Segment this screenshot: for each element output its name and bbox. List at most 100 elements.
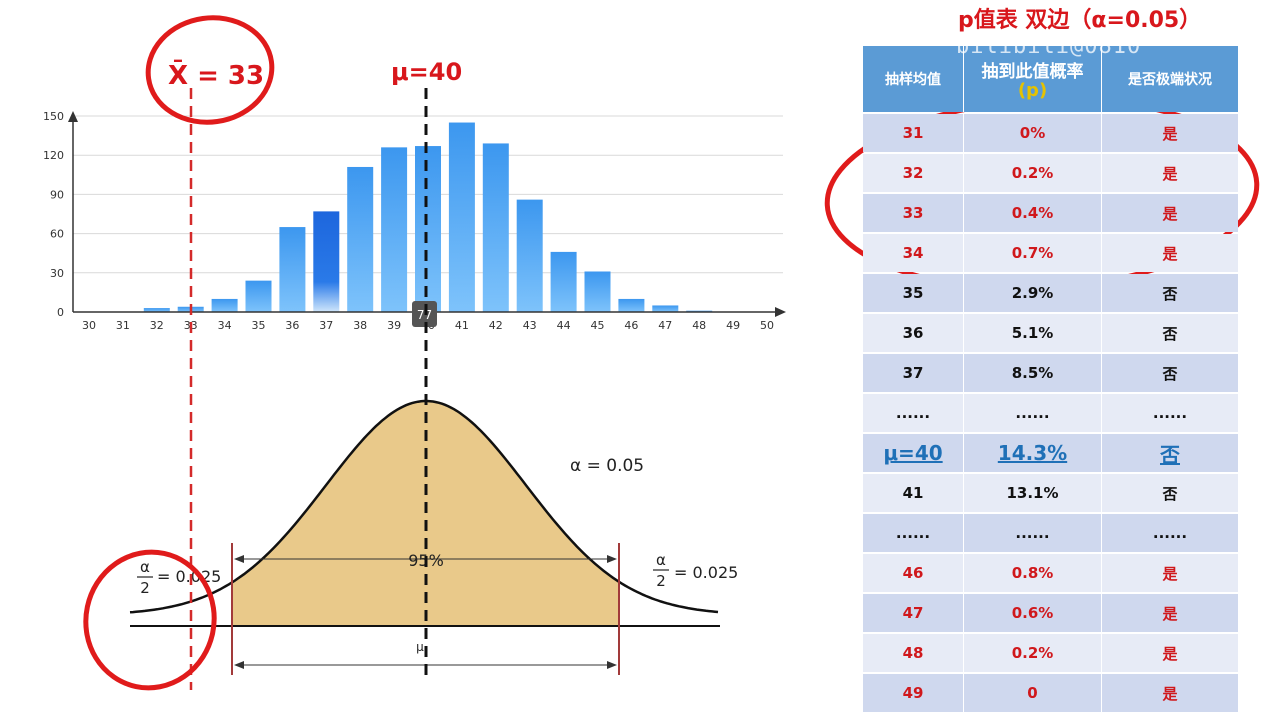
y-tick-label: 90 xyxy=(50,188,64,201)
table-row: 34 0.7% 是 xyxy=(863,234,1238,272)
cell-is-extreme: 是 xyxy=(1102,154,1238,192)
half-alpha-right-label: = 0.025 xyxy=(674,563,738,582)
cell-sample-mean: ...... xyxy=(863,394,964,432)
cell-sample-mean: 47 xyxy=(863,594,964,632)
cell-sample-mean[interactable]: μ=40 xyxy=(863,434,964,472)
xbar-red-circle xyxy=(145,15,275,125)
cell-probability: 0.6% xyxy=(964,594,1102,632)
cell-sample-mean: 31 xyxy=(863,114,964,152)
table-row: 46 0.8% 是 xyxy=(863,554,1238,592)
x-tick-label: 37 xyxy=(319,319,333,332)
header-probability-p: (p) xyxy=(1017,80,1048,101)
bar-40 xyxy=(415,146,441,312)
x-tick-label: 39 xyxy=(387,319,401,332)
cell-probability: 5.1% xyxy=(964,314,1102,352)
p-value-table: 抽样均值 抽到此值概率 (p) 是否极端状况 31 0% 是 32 0.2% 是 33 0.4… xyxy=(863,44,1238,714)
x-tick-label: 36 xyxy=(285,319,299,332)
x-tick-label: 32 xyxy=(150,319,164,332)
bar-47 xyxy=(652,305,679,312)
mean-tick-label: μ xyxy=(416,640,424,654)
cell-sample-mean: 46 xyxy=(863,554,964,592)
cell-probability: ...... xyxy=(964,394,1102,432)
bar-45 xyxy=(584,271,611,312)
cell-sample-mean: 48 xyxy=(863,634,964,672)
cell-sample-mean: 41 xyxy=(863,474,964,512)
y-tick-label: 30 xyxy=(50,267,64,280)
table-row: 41 13.1% 否 xyxy=(863,474,1238,512)
table-row: .................. xyxy=(863,514,1238,552)
x-tick-label: 49 xyxy=(726,319,740,332)
bar-42 xyxy=(482,143,509,312)
table-row: 31 0% 是 xyxy=(863,114,1238,152)
ptable-title: p值表 双边（α=0.05） xyxy=(958,8,1202,33)
y-tick-label: 120 xyxy=(43,149,64,162)
x-tick-label: 44 xyxy=(557,319,571,332)
x-tick-label: 50 xyxy=(760,319,774,332)
cell-is-extreme: 否 xyxy=(1102,354,1238,392)
bar-43 xyxy=(516,199,543,312)
confidence-region-fill xyxy=(232,401,619,626)
header-is-extreme: 是否极端状况 xyxy=(1102,46,1238,112)
cell-sample-mean: ...... xyxy=(863,514,964,552)
table-row: 48 0.2% 是 xyxy=(863,634,1238,672)
cell-is-extreme: 是 xyxy=(1102,234,1238,272)
arrow-right-icon xyxy=(607,555,617,563)
y-tick-label: 150 xyxy=(43,110,64,123)
cell-is-extreme: 否 xyxy=(1102,274,1238,312)
y-axis-arrow-icon xyxy=(68,111,78,122)
x-tick-label: 31 xyxy=(116,319,130,332)
x-axis-arrow-icon xyxy=(775,307,786,317)
cell-is-extreme: 是 xyxy=(1102,554,1238,592)
table-row: 37 8.5% 否 xyxy=(863,354,1238,392)
cell-probability: 0.7% xyxy=(964,234,1102,272)
half-alpha-left-label: = 0.025 xyxy=(157,567,221,586)
bar-46 xyxy=(618,298,645,312)
x-tick-label: 30 xyxy=(82,319,96,332)
cell-is-extreme: 是 xyxy=(1102,594,1238,632)
header-sample-mean: 抽样均值 xyxy=(863,46,964,112)
x-tick-label: 45 xyxy=(591,319,605,332)
bar-44 xyxy=(550,251,577,312)
cell-probability[interactable]: 14.3% xyxy=(964,434,1102,472)
table-row: 35 2.9% 否 xyxy=(863,274,1238,312)
frac-denominator-right: 2 xyxy=(656,572,666,590)
cell-probability: 2.9% xyxy=(964,274,1102,312)
cell-is-extreme: 是 xyxy=(1102,194,1238,232)
header-probability-label: 抽到此值概率 xyxy=(981,62,1084,82)
table-row: .................. xyxy=(863,394,1238,432)
cell-probability: 13.1% xyxy=(964,474,1102,512)
table-header-row: 抽样均值 抽到此值概率 (p) 是否极端状况 xyxy=(863,46,1238,112)
cell-probability: 0 xyxy=(964,674,1102,712)
table-row: μ=40 14.3% 否 xyxy=(863,434,1238,472)
cell-probability: 0.8% xyxy=(964,554,1102,592)
y-tick-label: 60 xyxy=(50,228,64,241)
cell-sample-mean: 36 xyxy=(863,314,964,352)
bar-chart-y-ticks: 0 30 60 90 120 150 xyxy=(43,110,64,319)
x-tick-label: 43 xyxy=(523,319,537,332)
cell-probability: 0.2% xyxy=(964,634,1102,672)
bar-41 xyxy=(448,122,475,313)
bar-36 xyxy=(279,227,306,312)
cell-is-extreme: ...... xyxy=(1102,514,1238,552)
arrow-left-icon xyxy=(234,555,244,563)
mu-label: μ=40 xyxy=(391,58,462,86)
table-row: 33 0.4% 是 xyxy=(863,194,1238,232)
bar-32 xyxy=(143,308,170,312)
cell-probability: ...... xyxy=(964,514,1102,552)
bar-35 xyxy=(245,280,272,312)
bar-39 xyxy=(381,147,408,312)
cell-sample-mean: 49 xyxy=(863,674,964,712)
bar-34 xyxy=(211,298,238,312)
frac-numerator-left: α xyxy=(140,558,150,576)
left-tail-red-circle xyxy=(83,549,217,691)
bar-38 xyxy=(347,166,374,312)
cell-is-extreme: 是 xyxy=(1102,674,1238,712)
table-row: 49 0 是 xyxy=(863,674,1238,712)
cell-is-extreme: 否 xyxy=(1102,314,1238,352)
y-tick-label: 0 xyxy=(57,306,64,319)
x-tick-label: 34 xyxy=(218,319,232,332)
cell-is-extreme[interactable]: 否 xyxy=(1102,434,1238,472)
